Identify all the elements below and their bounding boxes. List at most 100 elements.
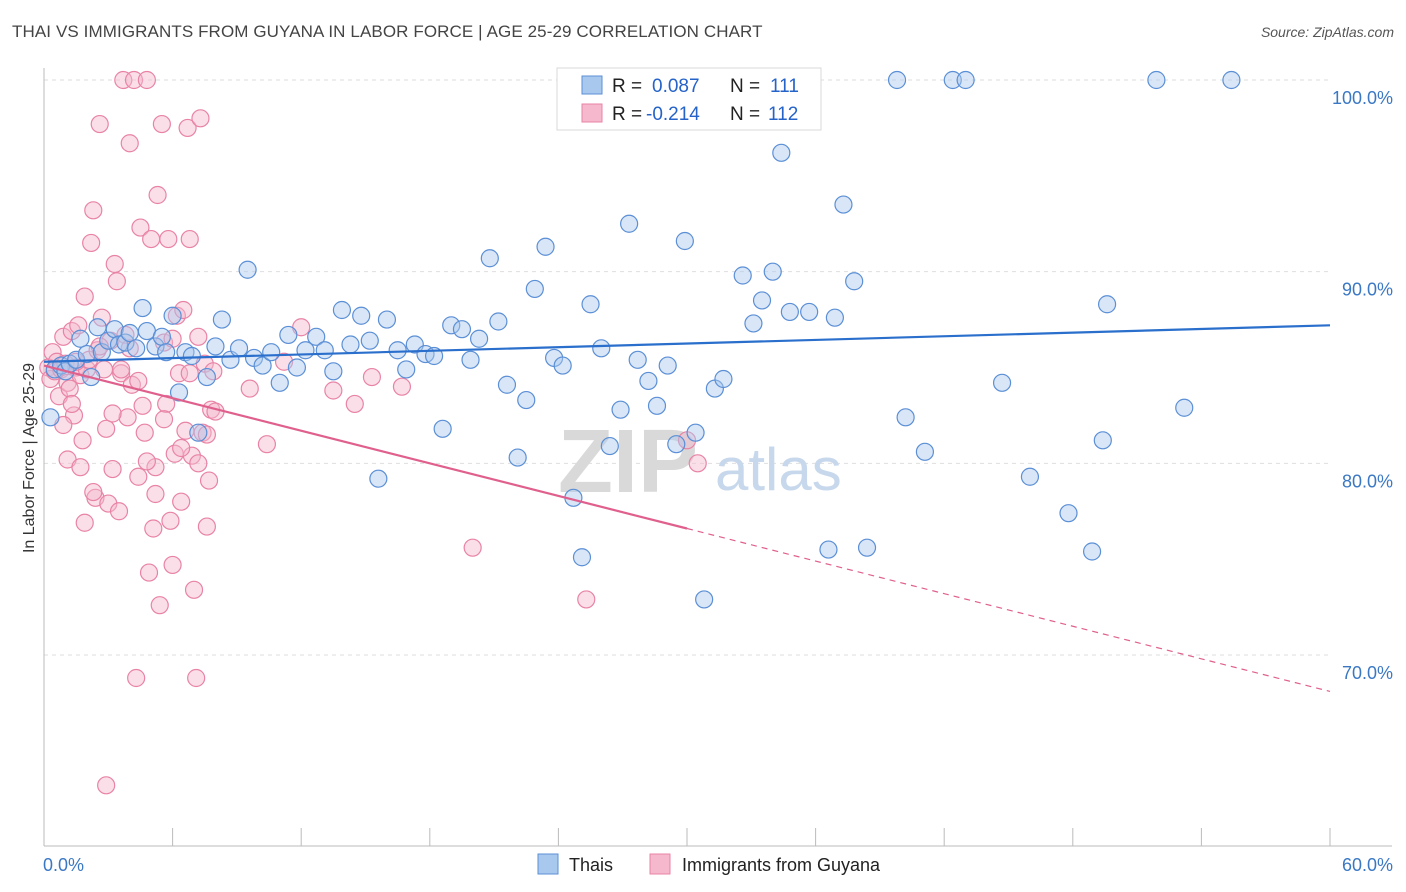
y-axis-label: In Labor Force | Age 25-29 xyxy=(21,363,38,553)
guyana-point xyxy=(103,459,122,479)
guyana-point xyxy=(240,379,259,398)
thais-point xyxy=(262,343,281,362)
guyana-point xyxy=(324,381,343,400)
thais-point xyxy=(508,448,527,467)
thais-point xyxy=(341,335,360,354)
thais-point xyxy=(253,356,272,375)
guyana-point xyxy=(577,590,596,609)
thais-point xyxy=(189,423,208,442)
thais-point xyxy=(1059,504,1078,523)
thais-point xyxy=(1082,542,1102,561)
thais-point xyxy=(1175,398,1194,417)
y-tick-label: 90.0% xyxy=(1342,280,1393,300)
guyana-point xyxy=(137,70,156,90)
legend-r-value-guyana: -0.214 xyxy=(646,104,700,125)
thais-point xyxy=(270,373,289,392)
thais-point xyxy=(229,339,249,358)
guyana-point xyxy=(150,596,169,615)
thais-point xyxy=(307,327,326,346)
thais-points xyxy=(41,70,1241,609)
thais-point xyxy=(452,320,472,339)
guyana-point xyxy=(146,484,165,504)
thais-point xyxy=(581,295,600,314)
thais-point xyxy=(686,423,705,442)
thais-point xyxy=(388,341,407,360)
guyana-point xyxy=(112,360,131,379)
x-tick-label: 60.0% xyxy=(1342,855,1393,875)
thais-point xyxy=(896,408,915,427)
guyana-point xyxy=(142,229,161,249)
trend-lines xyxy=(43,324,1331,692)
guyana-point xyxy=(139,563,159,582)
guyana-point xyxy=(137,452,156,471)
thais-point xyxy=(956,70,975,90)
guyana-point xyxy=(90,114,109,134)
guyana-point xyxy=(189,454,208,473)
axes xyxy=(43,68,1392,847)
guyana-point xyxy=(131,218,150,237)
thais-point xyxy=(157,343,176,362)
y-tick-label: 70.0% xyxy=(1342,663,1393,683)
guyana-point xyxy=(82,233,101,253)
thais-point xyxy=(109,335,129,354)
guyana-trend-line-extrapolated xyxy=(686,527,1331,692)
thais-point xyxy=(324,362,343,381)
thais-point xyxy=(620,214,639,233)
thais-point xyxy=(1147,70,1166,90)
thais-point xyxy=(442,316,461,335)
grid-lines xyxy=(44,79,1330,656)
watermark: ZIP atlas xyxy=(558,412,842,512)
guyana-points xyxy=(39,70,707,795)
thais-point xyxy=(647,396,667,415)
guyana-point xyxy=(257,435,277,454)
guyana-point xyxy=(688,454,707,473)
guyana-point xyxy=(92,308,111,327)
guyana-point xyxy=(178,118,197,138)
thais-point xyxy=(133,298,152,318)
thais-point xyxy=(658,356,677,375)
bottom-legend-swatch-thais xyxy=(537,853,559,875)
thais-point xyxy=(628,350,647,369)
guyana-point xyxy=(69,316,88,335)
guyana-point xyxy=(154,410,174,429)
guyana-point xyxy=(118,408,137,427)
thais-point xyxy=(1222,70,1241,90)
guyana-point xyxy=(172,438,191,458)
guyana-point xyxy=(148,185,167,205)
thais-point xyxy=(553,356,572,375)
thais-point xyxy=(279,325,298,345)
guyana-point xyxy=(75,513,94,532)
thais-point xyxy=(834,195,853,214)
thais-point xyxy=(600,436,619,456)
guyana-point xyxy=(463,538,482,557)
thais-point xyxy=(800,302,819,322)
guyana-point xyxy=(127,668,146,688)
thais-point xyxy=(992,373,1012,392)
thais-point xyxy=(315,341,334,360)
guyana-point xyxy=(345,394,364,414)
thais-point xyxy=(197,367,216,387)
bottom-legend: Thais Immigrants from Guyana xyxy=(537,853,881,875)
guyana-point xyxy=(133,396,152,415)
legend-r-label-thais: R = xyxy=(612,76,642,97)
thais-point xyxy=(332,300,352,320)
bottom-legend-guyana: Immigrants from Guyana xyxy=(682,855,881,875)
guyana-point xyxy=(84,201,103,220)
watermark-atlas: atlas xyxy=(715,436,842,503)
thais-point xyxy=(287,358,307,377)
thais-point xyxy=(780,302,799,322)
guyana-point xyxy=(129,467,148,486)
thais-point xyxy=(887,70,907,90)
thais-point xyxy=(857,538,877,557)
thais-point xyxy=(369,469,388,488)
thais-point xyxy=(377,310,397,329)
x-tick-label: 0.0% xyxy=(43,855,84,875)
thais-point xyxy=(152,327,171,346)
guyana-point xyxy=(124,70,144,90)
thais-point xyxy=(77,344,96,364)
thais-point xyxy=(1097,295,1117,314)
y-tick-label: 100.0% xyxy=(1332,88,1393,108)
guyana-point xyxy=(114,70,133,90)
thais-point xyxy=(206,337,225,356)
thais-point xyxy=(397,360,416,379)
